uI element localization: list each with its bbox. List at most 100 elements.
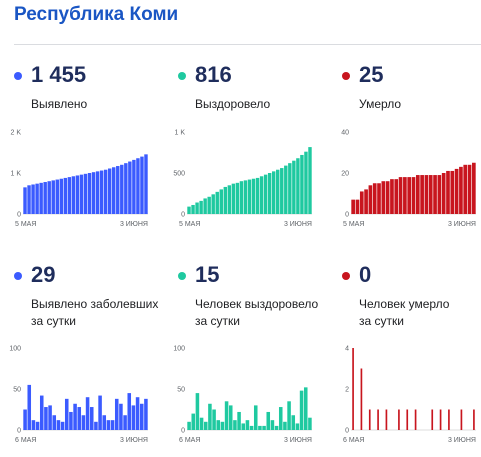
bar: [308, 417, 312, 430]
bar: [385, 409, 388, 430]
bar: [144, 154, 148, 214]
bar: [31, 184, 35, 214]
bar: [39, 395, 44, 430]
bar: [368, 185, 373, 214]
y-tick-label: 100: [9, 346, 21, 353]
bar: [398, 177, 403, 214]
bar: [280, 168, 284, 214]
bar: [116, 166, 120, 214]
bar: [195, 202, 199, 214]
bar: [67, 177, 72, 214]
bar: [253, 405, 258, 430]
bar: [187, 421, 191, 430]
bar: [91, 172, 96, 214]
bar: [295, 423, 300, 430]
bar: [262, 425, 266, 430]
bar-chart: 0 500 1 K 5 МАЯ 3 ИЮНЯ: [173, 130, 312, 228]
bar: [420, 175, 424, 214]
x-tick-label-first: 5 МАЯ: [343, 221, 364, 228]
bar: [267, 173, 272, 214]
bar: [95, 171, 100, 214]
y-tick-label: 0: [17, 212, 21, 219]
bar: [132, 159, 136, 214]
bar: [296, 158, 300, 214]
bar: [110, 420, 115, 430]
bar: [212, 409, 216, 430]
stat-value: 25: [359, 62, 384, 87]
bar: [266, 411, 271, 430]
legend-dot: [342, 272, 350, 280]
bar: [228, 405, 233, 430]
bar: [415, 175, 420, 214]
bar-chart: 0 50 100 6 МАЯ 3 ИЮНЯ: [173, 346, 312, 444]
bar: [227, 185, 232, 214]
bar: [135, 397, 140, 430]
bar: [231, 183, 236, 214]
bar: [258, 425, 262, 430]
bar: [64, 398, 69, 430]
bar: [27, 384, 32, 430]
bar: [381, 181, 386, 214]
bar: [390, 179, 394, 214]
bar: [245, 420, 250, 430]
bar: [247, 179, 252, 214]
bar: [44, 407, 48, 430]
bar: [199, 417, 204, 430]
bar: [43, 182, 47, 214]
bar: [463, 164, 468, 214]
bar: [128, 161, 132, 214]
y-tick-label: 0: [345, 428, 349, 435]
bar: [191, 413, 196, 430]
bar: [407, 177, 412, 214]
bar: [304, 151, 308, 214]
bar: [406, 409, 409, 430]
y-tick-label: 100: [173, 346, 185, 353]
bar: [131, 405, 136, 430]
y-tick-label: 500: [173, 171, 185, 178]
bar: [31, 420, 36, 430]
x-tick-label-last: 3 ИЮНЯ: [120, 221, 148, 228]
bar: [243, 180, 248, 214]
bar: [208, 403, 212, 430]
legend-dot: [14, 272, 22, 280]
bar: [55, 179, 59, 214]
bar: [79, 174, 84, 214]
bar: [284, 165, 288, 214]
bar: [99, 170, 104, 214]
bar: [140, 156, 144, 214]
bar: [106, 420, 111, 430]
stat-label: за сутки: [195, 314, 240, 328]
bar: [39, 182, 43, 214]
bar: [77, 407, 82, 430]
y-tick-label: 50: [177, 387, 185, 394]
bar: [428, 175, 433, 214]
bar: [308, 147, 312, 214]
bar: [271, 171, 276, 214]
bar: [81, 415, 86, 430]
bar: [270, 420, 275, 430]
legend-dot: [178, 72, 186, 80]
x-tick-label-last: 3 ИЮНЯ: [284, 437, 312, 444]
stat-label: Выявлено: [31, 97, 88, 111]
bar: [203, 198, 207, 214]
bar: [241, 423, 246, 430]
bar: [249, 425, 254, 430]
bar: [467, 164, 472, 214]
bar: [472, 162, 476, 214]
x-tick-label-last: 3 ИЮНЯ: [120, 437, 148, 444]
bar: [288, 163, 292, 214]
bar: [263, 174, 268, 214]
y-tick-label: 20: [341, 171, 349, 178]
bar: [450, 170, 455, 214]
bar: [114, 398, 119, 430]
bar: [276, 169, 280, 214]
bar: [69, 411, 73, 430]
bar: [303, 387, 308, 430]
stat-label: Выявлено заболевших: [31, 297, 159, 311]
y-tick-label: 0: [17, 428, 21, 435]
bar: [439, 409, 442, 430]
x-tick-label-first: 5 МАЯ: [179, 221, 200, 228]
bar-chart: 0 20 40 5 МАЯ 3 ИЮНЯ: [341, 130, 476, 228]
stat-label: Выздоровело: [195, 97, 271, 111]
bar: [94, 421, 98, 430]
